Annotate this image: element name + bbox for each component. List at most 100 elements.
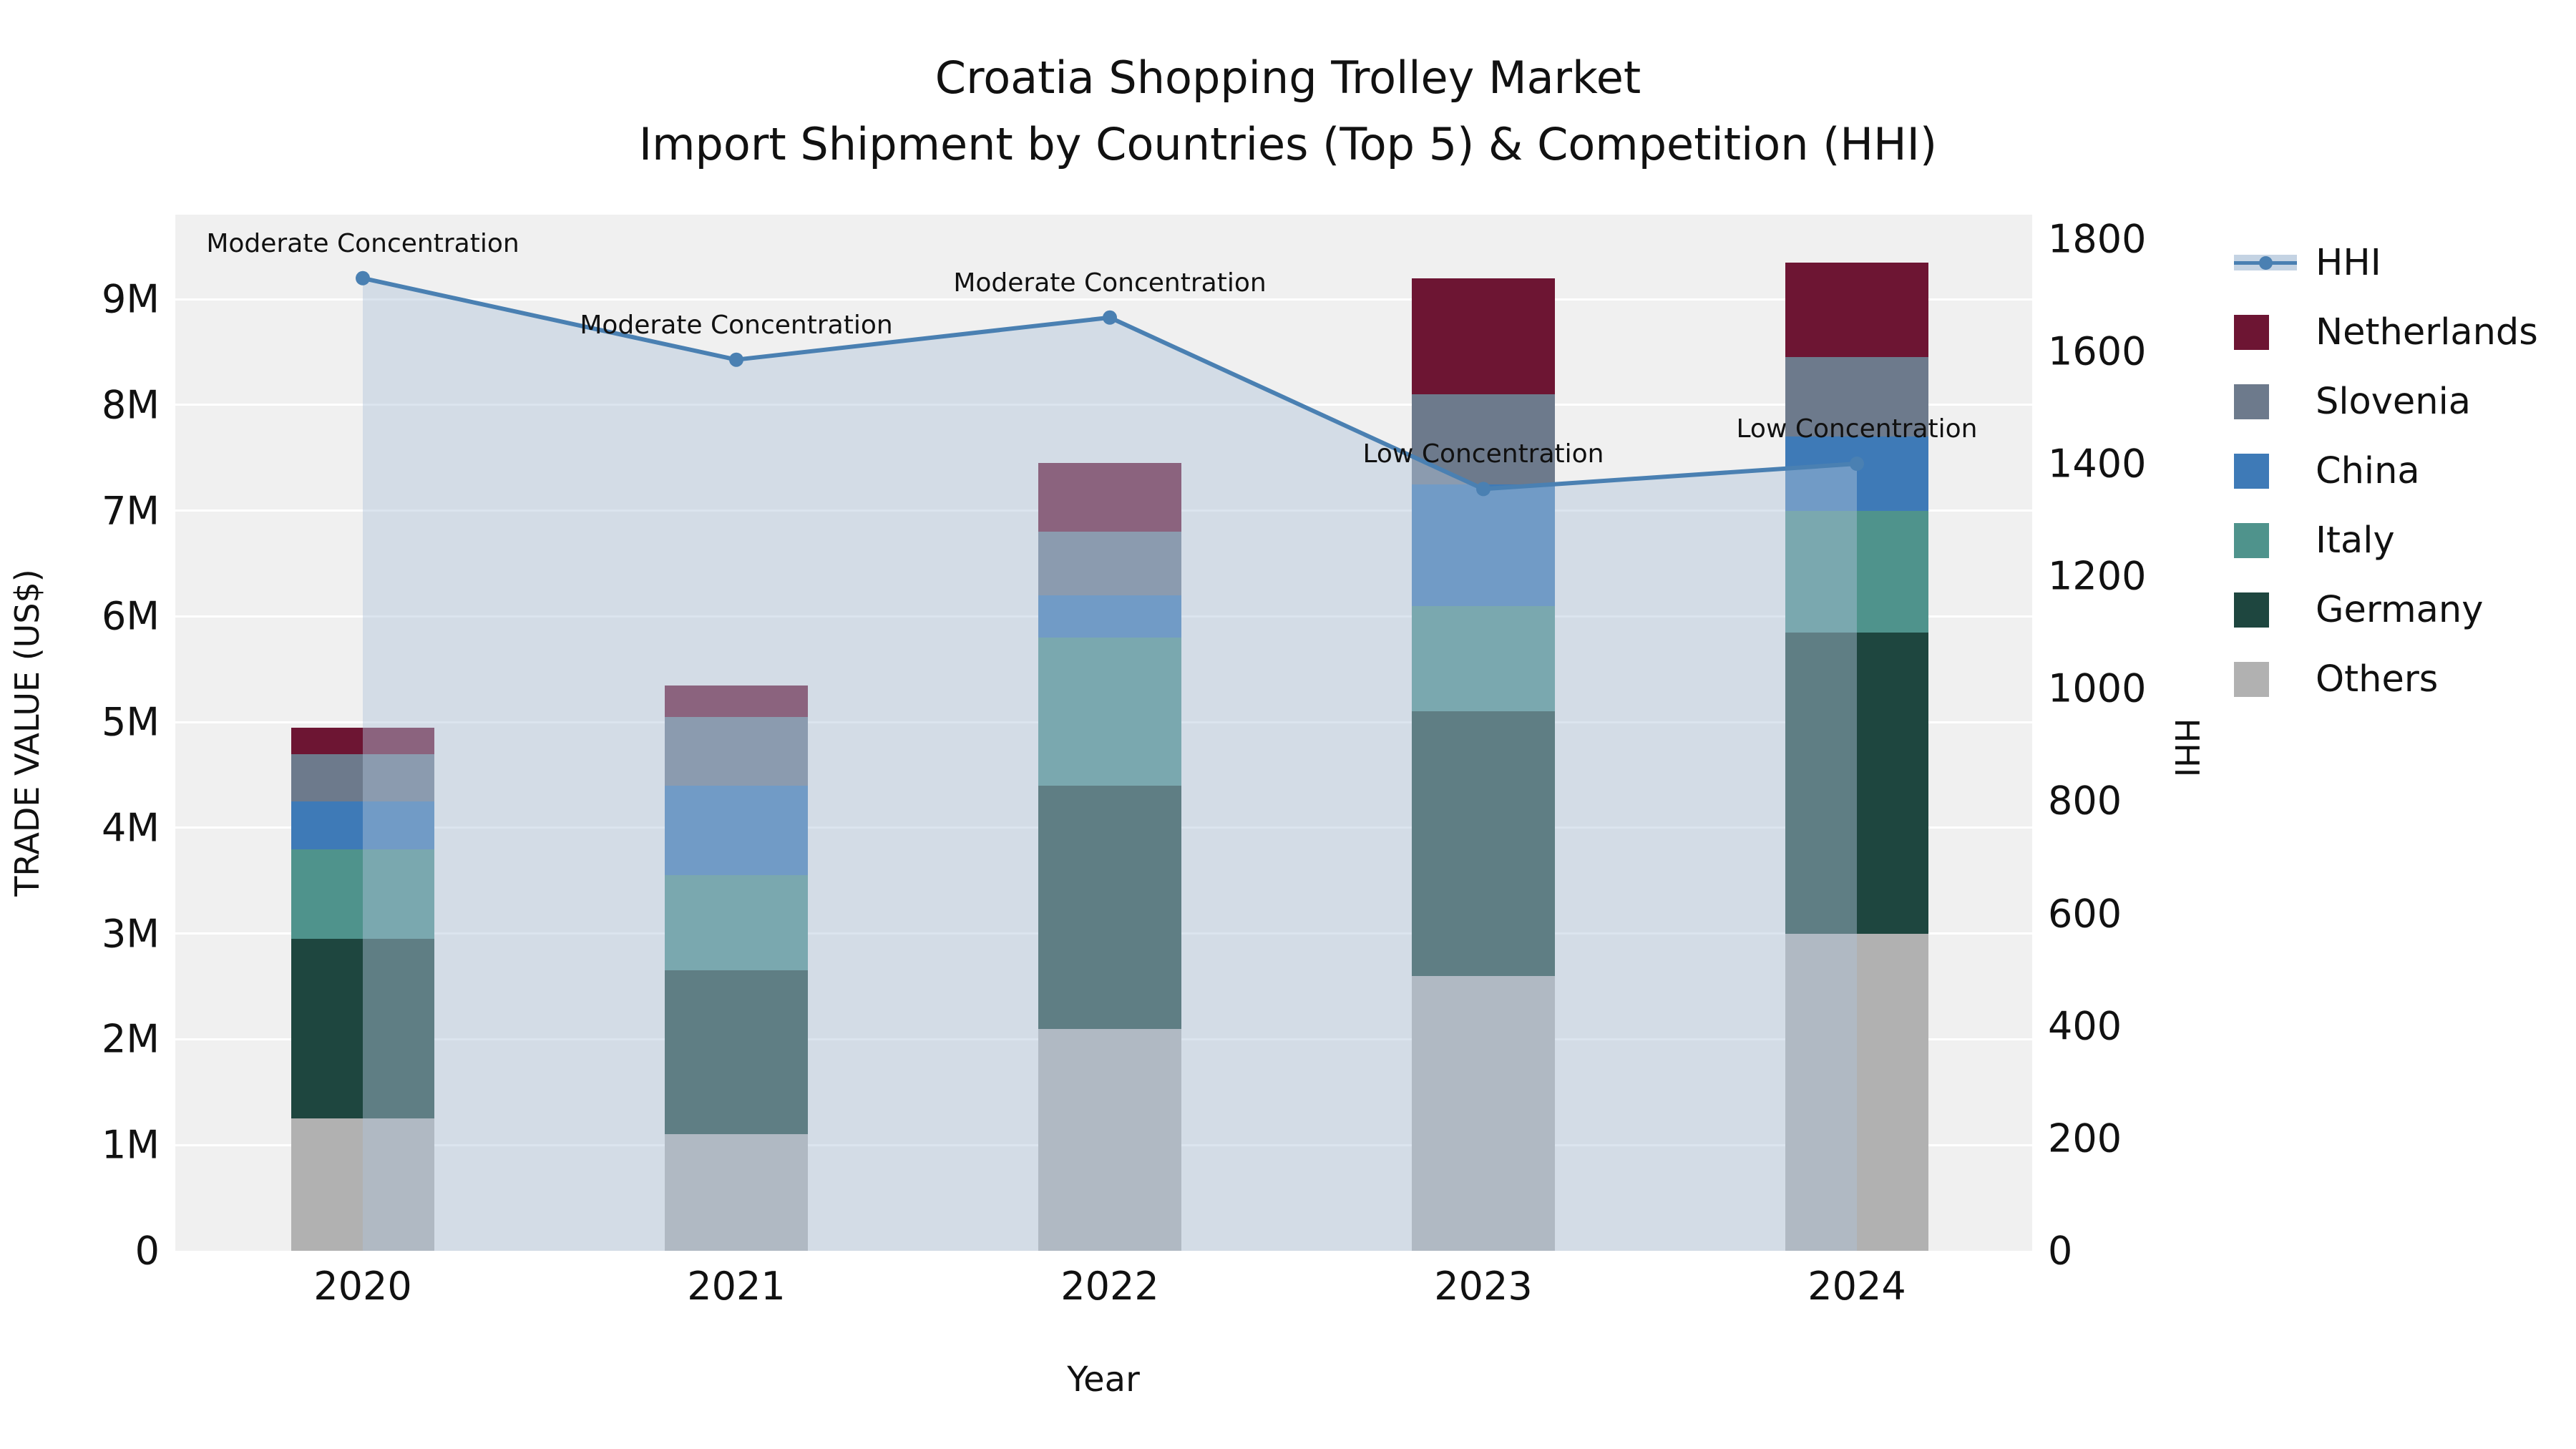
hhi-line-sample-marker: [2258, 255, 2273, 270]
legend-swatch-china: [2234, 453, 2269, 489]
bar-2021-italy: [665, 875, 808, 971]
y-right-tick-label: 1200: [2048, 553, 2147, 599]
hhi-annotation: Moderate Concentration: [580, 310, 893, 340]
legend-handle: [2234, 453, 2297, 489]
legend-label-others: Others: [2316, 658, 2439, 701]
bar-2023-netherlands: [1412, 278, 1555, 395]
y-right-tick-label: 400: [2048, 1003, 2122, 1049]
legend-label-china: China: [2316, 449, 2420, 492]
bar-2023-others: [1412, 975, 1555, 1251]
legend-swatch-italy: [2234, 522, 2269, 558]
bar-2024-others: [1785, 933, 1928, 1251]
y-left-tick-label: 5M: [102, 699, 160, 745]
y-left-tick-label: 8M: [102, 382, 160, 428]
bar-2022-germany: [1038, 785, 1181, 1029]
y-left-tick-label: 1M: [102, 1122, 160, 1168]
y-left-tick-label: 4M: [102, 805, 160, 851]
bar-2024-germany: [1785, 632, 1928, 934]
y-left-axis-label: TRADE VALUE (US$): [8, 569, 47, 897]
chart-title: Croatia Shopping Trolley Market Import S…: [0, 44, 2576, 177]
legend-label-netherlands: Netherlands: [2316, 311, 2538, 353]
bar-2022-netherlands: [1038, 463, 1181, 532]
gridline: [175, 298, 2032, 301]
legend-item-germany: Germany: [2234, 587, 2538, 632]
legend-handle: [2234, 384, 2297, 419]
bar-2020-italy: [291, 849, 434, 940]
y-left-tick-label: 3M: [102, 911, 160, 957]
bar-2020-china: [291, 801, 434, 849]
plot-area: Moderate Concentration Moderate Concentra…: [175, 215, 2032, 1251]
legend-label-germany: Germany: [2316, 588, 2484, 631]
legend-swatch-netherlands: [2234, 314, 2269, 350]
x-tick-label-2021: 2021: [687, 1264, 786, 1309]
legend-label-italy: Italy: [2316, 519, 2395, 562]
y-right-tick-label: 200: [2048, 1116, 2122, 1161]
legend-item-others: Others: [2234, 657, 2538, 701]
bar-2020-netherlands: [291, 727, 434, 754]
legend-label-hhi: HHI: [2316, 241, 2381, 284]
x-tick-label-2023: 2023: [1434, 1264, 1533, 1309]
legend-item-china: China: [2234, 449, 2538, 493]
bar-2021-china: [665, 785, 808, 876]
y-right-tick-label: 800: [2048, 778, 2122, 824]
bar-2024-china: [1785, 436, 1928, 511]
hhi-annotation: Low Concentration: [1736, 414, 1978, 444]
legend-item-netherlands: Netherlands: [2234, 310, 2538, 354]
bar-2021-slovenia: [665, 716, 808, 786]
bar-2021-netherlands: [665, 685, 808, 717]
y-right-tick-label: 0: [2048, 1228, 2073, 1274]
legend-handle: [2234, 314, 2297, 350]
bar-2021-others: [665, 1134, 808, 1251]
legend-swatch-others: [2234, 661, 2269, 697]
y-left-tick-label: 2M: [102, 1016, 160, 1062]
x-tick-label-2020: 2020: [313, 1264, 412, 1309]
x-tick-label-2024: 2024: [1807, 1264, 1906, 1309]
bar-2023-italy: [1412, 605, 1555, 712]
x-tick-label-2022: 2022: [1060, 1264, 1159, 1309]
legend-handle: [2234, 255, 2297, 270]
hhi-marker: [729, 352, 743, 367]
y-right-tick-label: 1000: [2048, 665, 2147, 711]
bar-2024-italy: [1785, 510, 1928, 633]
y-left-tick-label: 9M: [102, 276, 160, 322]
x-axis-label: Year: [1067, 1360, 1140, 1400]
bar-2023-germany: [1412, 711, 1555, 976]
hhi-marker: [1103, 310, 1117, 325]
legend-handle: [2234, 522, 2297, 558]
y-right-tick-label: 1800: [2048, 216, 2147, 262]
legend-item-slovenia: Slovenia: [2234, 379, 2538, 424]
legend-handle: [2234, 592, 2297, 628]
y-left-tick-label: 7M: [102, 488, 160, 534]
legend: HHI Netherlands Slovenia China Italy Germany O…: [2234, 240, 2538, 726]
hhi-marker: [356, 270, 370, 286]
gridline: [175, 404, 2032, 406]
chart-title-line2: Import Shipment by Countries (Top 5) & C…: [638, 118, 1938, 170]
chart-title-line1: Croatia Shopping Trolley Market: [935, 52, 1641, 104]
bar-2020-germany: [291, 939, 434, 1119]
hhi-annotation: Low Concentration: [1362, 439, 1604, 469]
bar-2023-china: [1412, 484, 1555, 606]
bar-2020-slovenia: [291, 753, 434, 802]
bar-2022-italy: [1038, 638, 1181, 786]
legend-item-hhi: HHI: [2234, 240, 2538, 285]
hhi-annotation: Moderate Concentration: [206, 228, 519, 258]
hhi-line-sample: [2234, 255, 2297, 270]
legend-label-slovenia: Slovenia: [2316, 380, 2472, 423]
bar-2021-germany: [665, 970, 808, 1135]
bar-2024-netherlands: [1785, 262, 1928, 358]
bar-2022-others: [1038, 1028, 1181, 1251]
bar-2022-china: [1038, 595, 1181, 638]
bar-2020-others: [291, 1118, 434, 1251]
y-left-tick-label: 0: [135, 1228, 160, 1274]
y-right-tick-label: 600: [2048, 891, 2122, 937]
legend-handle: [2234, 661, 2297, 697]
y-right-tick-label: 1600: [2048, 328, 2147, 374]
y-right-tick-label: 1400: [2048, 441, 2147, 487]
legend-swatch-germany: [2234, 592, 2269, 628]
y-left-tick-label: 6M: [102, 593, 160, 639]
legend-item-italy: Italy: [2234, 518, 2538, 562]
y-right-axis-label: HHI: [2167, 718, 2206, 778]
hhi-annotation: Moderate Concentration: [953, 268, 1267, 298]
bar-2022-slovenia: [1038, 532, 1181, 595]
